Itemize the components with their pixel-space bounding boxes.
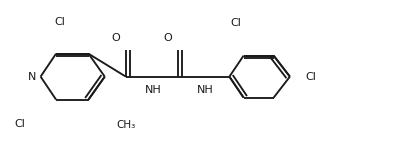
Text: Cl: Cl <box>15 119 26 129</box>
Text: O: O <box>163 33 172 43</box>
Text: N: N <box>28 72 36 82</box>
Text: Cl: Cl <box>305 72 315 82</box>
Text: NH: NH <box>196 85 213 95</box>
Text: Cl: Cl <box>230 18 240 28</box>
Text: CH₃: CH₃ <box>116 120 135 130</box>
Text: NH: NH <box>145 85 162 95</box>
Text: Cl: Cl <box>55 17 65 27</box>
Text: O: O <box>111 33 120 43</box>
